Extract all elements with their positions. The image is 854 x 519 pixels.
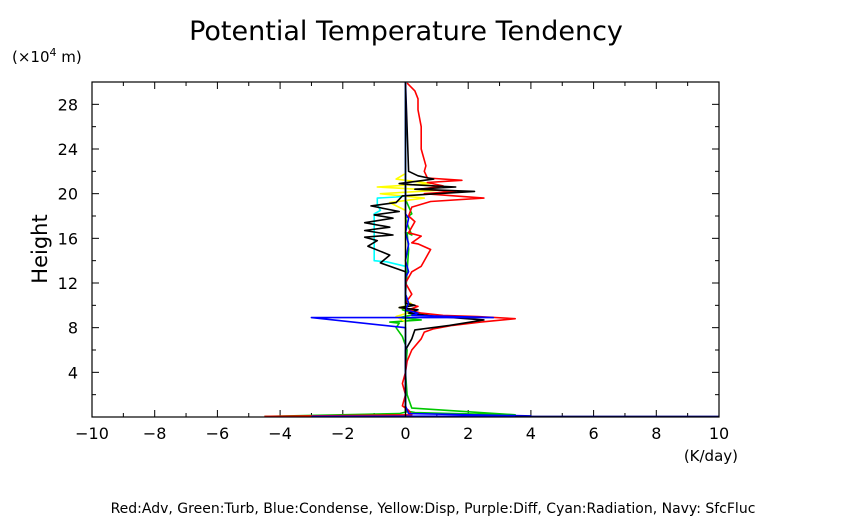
y-tick-label: 12 <box>58 274 78 293</box>
y-tick-label: 24 <box>58 140 78 159</box>
x-tick-label: 0 <box>400 424 410 443</box>
plot-frame <box>91 81 720 418</box>
series-line-1 <box>264 82 517 418</box>
x-tick-label: −10 <box>75 424 109 443</box>
x-tick-label: 8 <box>651 424 661 443</box>
series-line-3 <box>373 82 407 412</box>
y-unit-label: (×104 m) <box>12 46 82 66</box>
y-tick-label: 20 <box>58 185 78 204</box>
x-tick-label: −6 <box>206 424 230 443</box>
y-tick-label: 4 <box>68 363 78 382</box>
series-group <box>264 81 719 418</box>
y-tick-label: 8 <box>68 319 78 338</box>
y-tick-label: 28 <box>58 95 78 114</box>
series-legend: Red:Adv, Green:Turb, Blue:Condense, Yell… <box>111 501 756 517</box>
series-line-4 <box>264 82 517 418</box>
x-tick-label: −8 <box>143 424 167 443</box>
y-tick-label: 16 <box>58 229 78 248</box>
x-unit-label: (K/day) <box>684 447 738 465</box>
x-tick-label: 10 <box>709 424 729 443</box>
x-tick-label: −4 <box>268 424 292 443</box>
x-tick-label: 2 <box>463 424 473 443</box>
x-tick-label: 6 <box>589 424 599 443</box>
x-tick-label: 4 <box>526 424 536 443</box>
y-axis-label: Height <box>28 214 52 283</box>
chart-title: Potential Temperature Tendency <box>189 16 623 47</box>
x-tick-label: −2 <box>331 424 355 443</box>
